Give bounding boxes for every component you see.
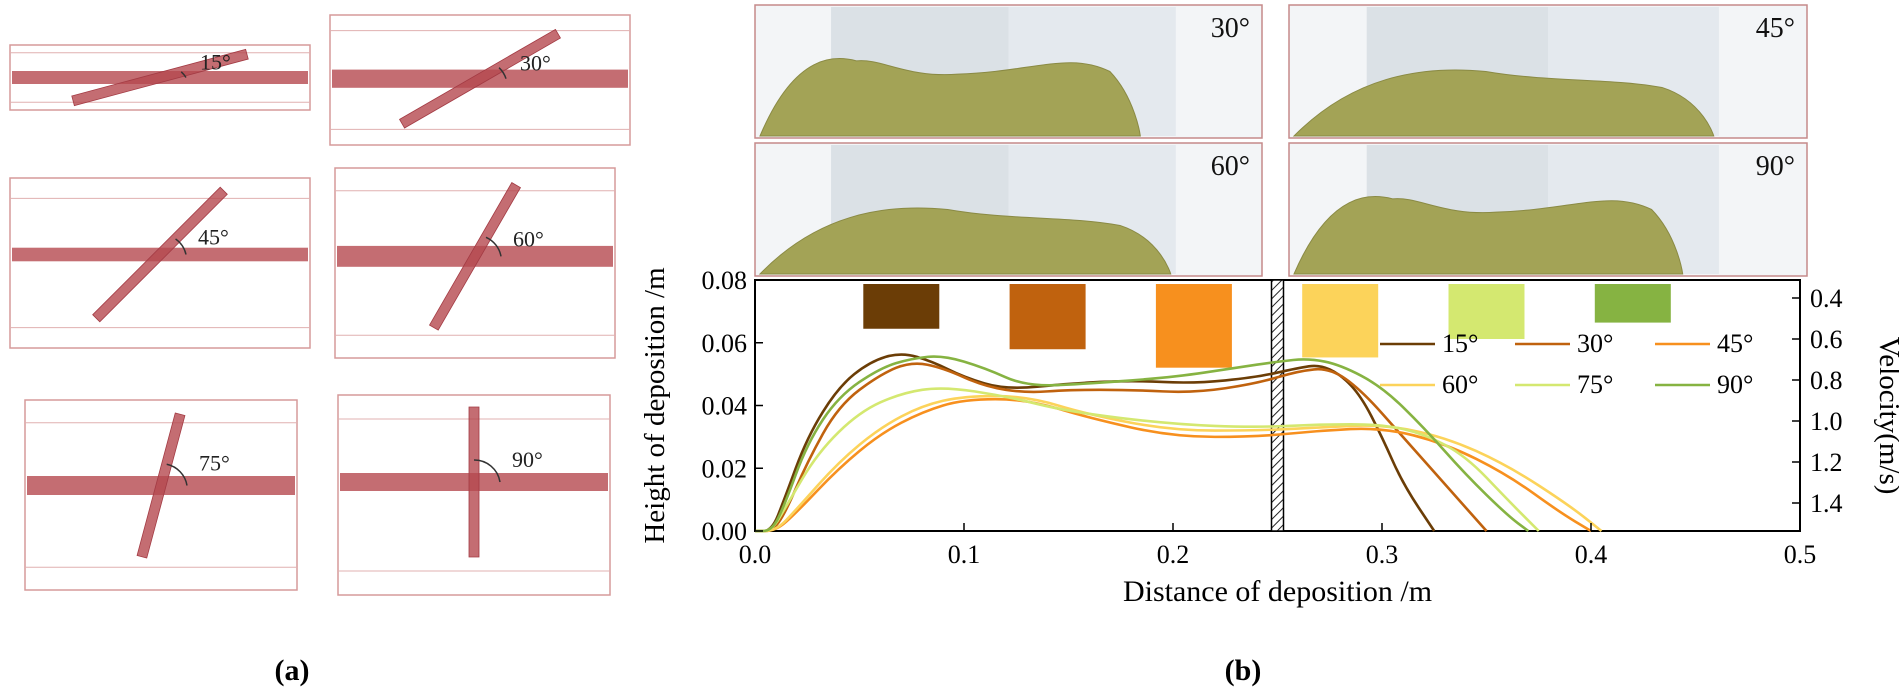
legend-label: 45°: [1717, 329, 1753, 358]
y-tick-label: 0.04: [702, 392, 748, 421]
snapshot-3: 60°: [754, 142, 1263, 277]
angle-label: 15°: [200, 50, 231, 75]
inclined-plate: [399, 28, 561, 129]
series-line-75deg: [755, 387, 1540, 533]
y-tick-label: 0.00: [702, 517, 748, 546]
y2-tick-label: 1.2: [1810, 448, 1843, 477]
deposition-chart: 0.0 0.1 0.2 0.3 0.4 0.5 0.00 0.02 0.04 0.06 0.08 0.…: [639, 266, 1899, 608]
snapshot-2: 45°: [1288, 4, 1808, 139]
velocity-bar-6: [1594, 284, 1671, 323]
legend-label: 15°: [1442, 329, 1478, 358]
angle-arc: [180, 71, 187, 78]
x-tick-label: 0.3: [1366, 540, 1399, 569]
y2-tick-label: 0.8: [1810, 366, 1843, 395]
x-tick-label: 0.1: [948, 540, 981, 569]
angle-label: 60°: [513, 226, 544, 251]
panel-a-label: (a): [275, 654, 310, 687]
box-outline: [334, 167, 616, 359]
box-outline: [9, 44, 311, 111]
legend-label: 30°: [1577, 329, 1613, 358]
y-tick-label: 0.08: [702, 266, 748, 295]
velocity-bar-5: [1448, 284, 1525, 339]
snapshot-4: 90°: [1288, 142, 1808, 277]
wireframe-box-90: 90°: [337, 394, 611, 596]
inclined-plate: [136, 412, 186, 559]
sand-mound: [1293, 195, 1684, 275]
inclined-plate: [92, 186, 228, 323]
inclined-plate: [428, 182, 522, 331]
angle-arc: [166, 463, 188, 486]
snapshot-angle-label: 90°: [1756, 151, 1795, 182]
y2-tick-label: 1.4: [1810, 489, 1843, 518]
sand-mound: [759, 57, 1141, 137]
y2-axis-label: Velocity(m/s): [1873, 337, 1899, 495]
wireframe-box-60: 60°: [334, 167, 616, 359]
series-line-30deg: [755, 362, 1488, 533]
x-tick-label: 0.0: [739, 540, 772, 569]
x-tick-label: 0.2: [1157, 540, 1190, 569]
wireframe-box-30: 30°: [329, 14, 631, 146]
box-outline: [24, 399, 298, 591]
snapshot-angle-label: 45°: [1756, 13, 1795, 44]
legend-label: 60°: [1442, 370, 1478, 399]
x-axis-label: Distance of deposition /m: [1123, 575, 1432, 608]
y2-tick-label: 0.4: [1810, 284, 1843, 313]
y-tick-label: 0.06: [702, 329, 748, 358]
box-outline: [329, 14, 631, 146]
x-tick-label: 0.5: [1784, 540, 1817, 569]
legend-label: 75°: [1577, 370, 1613, 399]
angle-arc: [498, 67, 507, 79]
y-axis-label: Height of deposition /m: [639, 267, 671, 544]
angle-label: 30°: [520, 51, 551, 76]
velocity-bar-1: [863, 284, 940, 329]
series-line-90deg: [755, 355, 1530, 533]
velocity-bar-4: [1302, 284, 1379, 358]
wireframe-box-15: 15°: [9, 44, 311, 111]
y2-tick-label: 1.0: [1810, 407, 1843, 436]
y-tick-label: 0.02: [702, 454, 748, 483]
x-tick-label: 0.4: [1575, 540, 1608, 569]
wireframe-box-45: 45°: [9, 177, 311, 349]
wireframe-box-75: 75°: [24, 399, 298, 591]
snapshot-1: 30°: [754, 4, 1263, 139]
angle-arc: [175, 238, 187, 255]
y2-tick-label: 0.6: [1810, 325, 1843, 354]
angle-arc: [485, 236, 502, 257]
snapshot-angle-label: 60°: [1211, 151, 1250, 182]
simulation-snapshots: 30° 45° 60° 90°: [754, 4, 1808, 277]
velocity-bar-3: [1155, 284, 1232, 368]
velocity-bar-2: [1009, 284, 1086, 350]
obstacle-barrier: [1270, 279, 1285, 532]
box-outline: [337, 394, 611, 596]
inclined-plate: [71, 48, 249, 107]
box-outline: [9, 177, 311, 349]
legend: 15° 30° 45° 60° 75° 90°: [1380, 329, 1753, 399]
angle-label: 75°: [199, 451, 230, 476]
snapshot-angle-label: 30°: [1211, 13, 1250, 44]
sand-mound: [1292, 69, 1715, 137]
legend-label: 90°: [1717, 370, 1753, 399]
panel-b-label: (b): [1225, 654, 1262, 687]
inclined-plate: [468, 406, 480, 558]
angle-label: 45°: [198, 225, 229, 250]
angle-arc: [473, 459, 501, 483]
panel-a: 15° 30° 45° 60° 75° 90°: [9, 14, 631, 596]
sand-mound: [758, 207, 1172, 275]
angle-label: 90°: [512, 447, 543, 472]
